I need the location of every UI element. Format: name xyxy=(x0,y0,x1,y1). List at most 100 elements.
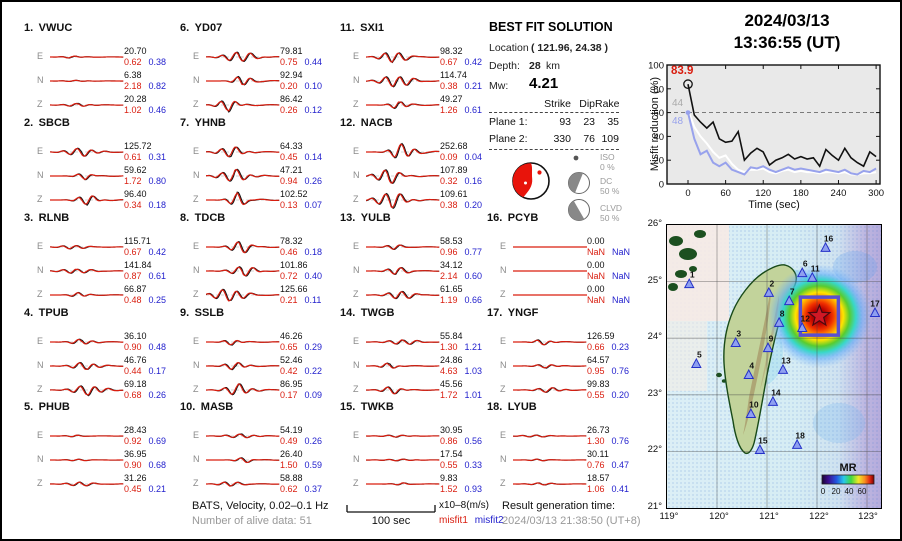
amplitude-value: 54.19 xyxy=(280,425,303,435)
misfit1-value: 1.72 xyxy=(440,390,458,400)
svg-text:60: 60 xyxy=(653,108,664,119)
waveform-row-z: Z 58.88 0.62 0.37 xyxy=(180,473,332,495)
misfit-values: 0.20 0.10 xyxy=(280,81,322,91)
misfit1-value: 0.17 xyxy=(280,390,298,400)
waveform-trace xyxy=(50,245,124,250)
component-label: N xyxy=(193,265,200,275)
map-station-label-14: 14 xyxy=(771,387,781,397)
component-label: N xyxy=(353,360,360,370)
waveform-row-e: E 28.43 0.92 0.69 xyxy=(24,425,176,447)
map-station-13 xyxy=(777,363,789,374)
misfit1-value: 0.55 xyxy=(587,390,605,400)
amplitude-value: 31.26 xyxy=(124,473,147,483)
waveform-row-e: E 58.53 0.96 0.77 xyxy=(340,236,492,258)
station-block-twgb: 14. TWGB E 55.84 1.30 1.21 N 24.86 4.63 1.03 Z 45.… xyxy=(340,307,492,407)
misfit1-value: 0.26 xyxy=(280,105,298,115)
misfit2-value: 0.56 xyxy=(464,436,483,446)
misfit2-label: misfit2 xyxy=(474,515,504,526)
amplitude-value: 45.56 xyxy=(440,379,463,389)
series-misfit-reduction xyxy=(687,84,877,168)
waveform-trace xyxy=(206,433,280,439)
map-station-label-4: 4 xyxy=(749,360,754,370)
amplitude-value: 30.95 xyxy=(440,425,463,435)
plane1-strike: 93 xyxy=(559,116,571,128)
station-title: 16. PCYB xyxy=(487,212,539,224)
misfit-values: 0.86 0.56 xyxy=(440,436,482,446)
map-lon-tick: 121° xyxy=(759,511,779,522)
waveform-row-n: N 26.40 1.50 0.59 xyxy=(180,449,332,471)
misfit2-value: 0.76 xyxy=(611,366,630,376)
amplitude-value: 78.32 xyxy=(280,236,303,246)
depth-label: Depth: xyxy=(489,60,520,72)
misfit1-value: 4.63 xyxy=(440,366,458,376)
waveform-row-n: N 52.46 0.42 0.22 xyxy=(180,355,332,377)
misfit2-value: 0.76 xyxy=(611,436,630,446)
station-block-lyub: 18. LYUB E 26.73 1.30 0.76 N 30.11 0.76 0.47 Z 18.… xyxy=(487,401,639,501)
map-station-17 xyxy=(869,306,881,318)
map-lon-tick: 123° xyxy=(858,511,878,522)
waveform-trace xyxy=(513,339,587,346)
misfit2-value: 0.14 xyxy=(304,152,323,162)
waveform-row-n: N 0.00 NaN NaN xyxy=(487,260,639,282)
component-label: N xyxy=(193,454,200,464)
amplitude-value: 20.28 xyxy=(124,94,147,104)
misfit1-value: 0.48 xyxy=(124,295,142,305)
misfit2-value: 0.38 xyxy=(148,57,167,67)
misfit-values: 0.13 0.07 xyxy=(280,200,322,210)
component-label: E xyxy=(353,51,360,61)
station-title: 11. SXI1 xyxy=(340,22,385,34)
svg-text:20: 20 xyxy=(653,156,664,167)
misfit2-value: NaN xyxy=(612,271,631,281)
amplitude-value: 58.53 xyxy=(440,236,463,246)
station-block-pcyb: 16. PCYB E 0.00 NaN NaN N 0.00 NaN NaN Z 0.00 NaN Na… xyxy=(487,212,639,312)
component-label: Z xyxy=(37,384,43,394)
misfit-values: 0.42 0.22 xyxy=(280,366,322,376)
waveform-trace xyxy=(206,288,280,302)
waveform-trace xyxy=(206,339,280,346)
svg-text:100: 100 xyxy=(648,61,664,72)
station-block-sslb: 9. SSLB E 46.26 0.65 0.29 N 52.46 0.42 0.22 Z 86.9… xyxy=(180,307,332,407)
misfit-values: 0.34 0.18 xyxy=(124,200,166,210)
misfit2-value: 0.25 xyxy=(148,295,167,305)
misfit2-value: 0.26 xyxy=(304,436,323,446)
component-label: E xyxy=(500,241,507,251)
misfit2-value: NaN xyxy=(612,247,631,257)
waveform-trace xyxy=(513,434,587,438)
misfit-chart-xlabel: Time (sec) xyxy=(748,199,800,211)
misfit1-value: 0.72 xyxy=(280,271,298,281)
amplitude-value: 9.83 xyxy=(440,473,458,483)
component-label: Z xyxy=(37,478,43,488)
annotation-48: 48 xyxy=(672,116,684,127)
waveform-trace xyxy=(50,147,124,157)
misfit1-value: 0.55 xyxy=(440,460,458,470)
waveform-trace xyxy=(366,76,440,88)
waveform-row-n: N 17.54 0.55 0.33 xyxy=(340,449,492,471)
misfit2-value: 0.59 xyxy=(304,460,323,470)
waveform-row-z: Z 9.83 1.52 0.93 xyxy=(340,473,492,495)
map-lat-tick: 26° xyxy=(647,218,662,229)
waveform-trace xyxy=(50,55,124,59)
waveform-trace xyxy=(513,387,587,393)
misfit1-value: 0.62 xyxy=(124,57,142,67)
amplitude-unit: x10–8(m/s) xyxy=(439,500,490,511)
amplitude-value: 46.26 xyxy=(280,331,303,341)
amplitude-value: 24.86 xyxy=(440,355,463,365)
misfit1-value: 0.76 xyxy=(587,460,605,470)
component-label: E xyxy=(353,241,360,251)
colorbar-label: MR xyxy=(839,462,856,474)
misfit1-value: 0.45 xyxy=(280,152,298,162)
component-label: Z xyxy=(193,384,199,394)
waveform-trace xyxy=(366,362,440,369)
misfit2-value: 0.61 xyxy=(464,105,483,115)
station-block-phub: 5. PHUB E 28.43 0.92 0.69 N 36.95 0.90 0.68 Z 31.2… xyxy=(24,401,176,501)
waveform-trace xyxy=(366,266,440,275)
map-station-11 xyxy=(806,271,818,282)
colorbar-tick: 0 xyxy=(821,487,826,496)
amplitude-value: 86.95 xyxy=(280,379,303,389)
depth-value: 28 xyxy=(529,60,541,72)
component-label: E xyxy=(193,336,200,346)
best-fit-title: BEST FIT SOLUTION xyxy=(489,20,613,34)
misfit2-value: 0.29 xyxy=(304,342,323,352)
location-label: Location xyxy=(489,42,529,54)
misfit1-value: NaN xyxy=(587,295,606,305)
